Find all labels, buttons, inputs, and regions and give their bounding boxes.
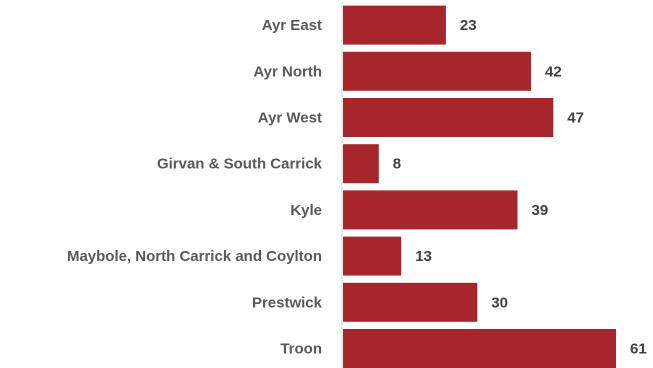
bar-4 xyxy=(343,190,518,230)
category-label: Maybole, North Carrick and Coylton xyxy=(67,248,322,265)
category-label: Ayr West xyxy=(258,110,322,127)
category-labels-group: Ayr East Ayr North Ayr West Girvan & South … xyxy=(67,17,323,357)
category-label: Ayr North xyxy=(253,63,322,80)
value-label: 8 xyxy=(393,156,401,173)
value-label: 39 xyxy=(532,202,549,219)
bars-group xyxy=(343,5,616,368)
value-label: 47 xyxy=(567,110,584,127)
bar-0 xyxy=(343,5,446,45)
category-label: Troon xyxy=(280,341,322,358)
value-label: 13 xyxy=(415,248,432,265)
category-label: Ayr East xyxy=(262,17,322,34)
category-label: Prestwick xyxy=(252,294,323,311)
category-label: Kyle xyxy=(290,202,322,219)
bar-6 xyxy=(343,282,478,322)
category-label: Girvan & South Carrick xyxy=(157,156,323,173)
bar-3 xyxy=(343,144,379,184)
bar-7 xyxy=(343,329,616,368)
bar-2 xyxy=(343,98,554,137)
bar-1 xyxy=(343,51,531,91)
value-label: 42 xyxy=(545,63,562,80)
bar-5 xyxy=(343,236,402,276)
value-label: 23 xyxy=(460,17,477,34)
value-label: 61 xyxy=(630,341,647,358)
value-label: 30 xyxy=(491,294,508,311)
value-labels-group: 23 42 47 8 39 13 30 61 xyxy=(393,17,647,357)
